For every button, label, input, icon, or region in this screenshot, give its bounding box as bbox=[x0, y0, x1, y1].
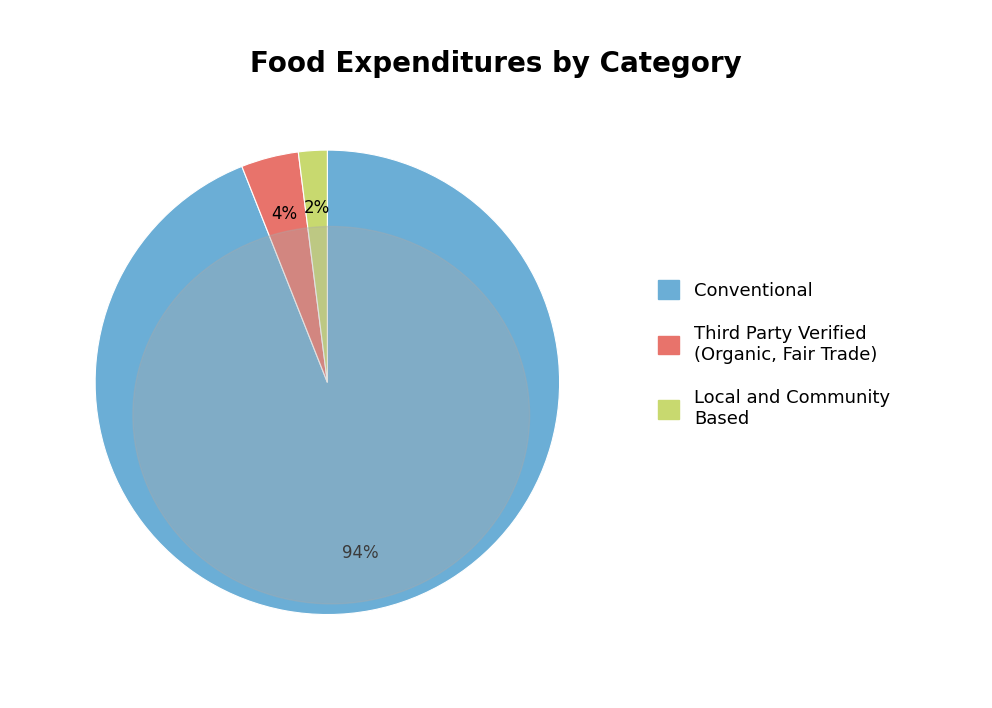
Wedge shape bbox=[242, 152, 327, 382]
Text: Food Expenditures by Category: Food Expenditures by Category bbox=[250, 50, 742, 78]
Wedge shape bbox=[299, 150, 327, 382]
Ellipse shape bbox=[133, 227, 530, 604]
Wedge shape bbox=[95, 150, 559, 615]
Text: 4%: 4% bbox=[271, 205, 298, 222]
Text: 94%: 94% bbox=[341, 544, 378, 562]
Legend: Conventional, Third Party Verified
(Organic, Fair Trade), Local and Community
Ba: Conventional, Third Party Verified (Orga… bbox=[651, 273, 897, 435]
Text: 2%: 2% bbox=[304, 200, 329, 217]
